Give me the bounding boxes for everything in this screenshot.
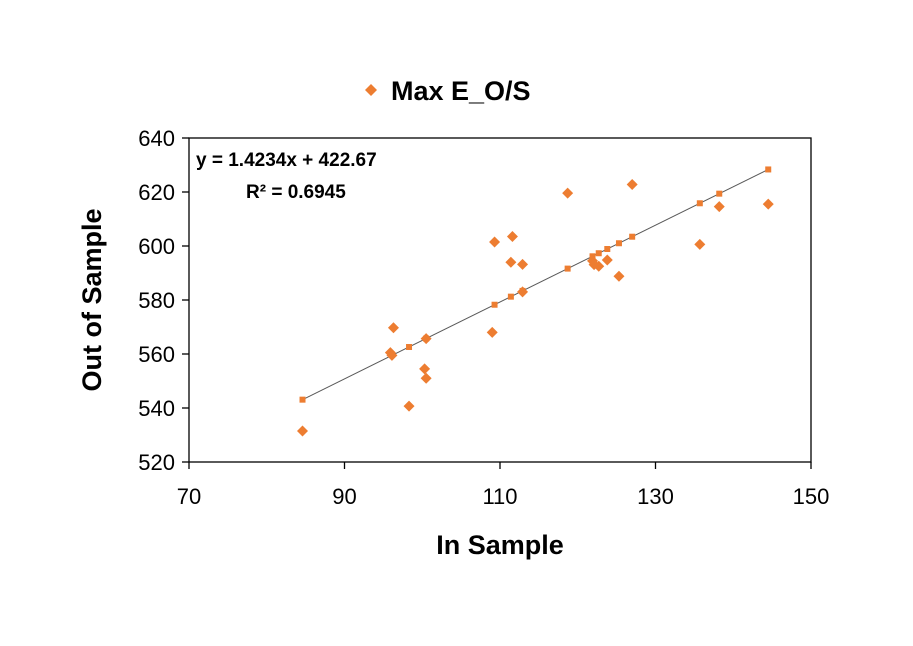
y-tick-label: 620 (138, 180, 175, 205)
x-tick-label: 150 (793, 484, 830, 509)
trendline-layer (299, 166, 772, 403)
legend-label: Max E_O/S (391, 76, 531, 106)
trendline-point (564, 265, 571, 272)
data-point (694, 238, 706, 250)
data-point (403, 400, 415, 412)
data-point (762, 198, 774, 210)
data-point (387, 322, 399, 334)
trendline-point (491, 301, 498, 308)
data-point (713, 201, 725, 213)
data-point (562, 187, 574, 199)
data-point (489, 236, 501, 248)
trendline-point (604, 246, 611, 253)
data-point (505, 256, 517, 268)
data-point (486, 326, 498, 338)
trendline-r-squared: R² = 0.6945 (246, 182, 346, 203)
trendline-point (595, 250, 602, 257)
y-tick-label: 540 (138, 396, 175, 421)
axis-ticks: 70 90 110 130 150 520 540 560 580 600 620 640 (138, 126, 829, 509)
data-point (297, 425, 309, 437)
y-tick-label: 640 (138, 126, 175, 151)
trendline-point (615, 240, 622, 247)
data-point (386, 349, 398, 361)
trendline-point (696, 200, 703, 207)
data-points (297, 178, 774, 437)
trendline-point (765, 166, 772, 173)
trendline-point (406, 344, 413, 351)
legend-marker-diamond-icon (365, 84, 377, 96)
data-point (613, 270, 625, 282)
data-point (593, 260, 605, 272)
trendline-point (299, 396, 306, 403)
trendline-point (716, 190, 723, 197)
x-tick-label: 130 (637, 484, 674, 509)
y-tick-label: 520 (138, 450, 175, 475)
data-point (517, 258, 529, 270)
data-point (419, 363, 431, 375)
y-tick-label: 560 (138, 342, 175, 367)
data-point (601, 254, 613, 266)
trendline-point (507, 293, 514, 300)
data-point (626, 178, 638, 190)
trendline-equation: y = 1.4234x + 422.67 (196, 150, 377, 171)
data-point (506, 231, 518, 243)
x-tick-label: 90 (332, 484, 356, 509)
legend: Max E_O/S (365, 76, 531, 106)
trendline (302, 169, 769, 401)
x-tick-label: 110 (482, 484, 517, 509)
trendline-point (629, 233, 636, 240)
data-point (517, 286, 529, 298)
x-axis-title: In Sample (436, 530, 564, 560)
x-tick-label: 70 (177, 484, 201, 509)
y-axis-title: Out of Sample (77, 208, 107, 391)
y-tick-label: 580 (138, 288, 175, 313)
data-point (420, 333, 432, 345)
data-point (420, 372, 432, 384)
y-tick-label: 600 (138, 234, 175, 259)
